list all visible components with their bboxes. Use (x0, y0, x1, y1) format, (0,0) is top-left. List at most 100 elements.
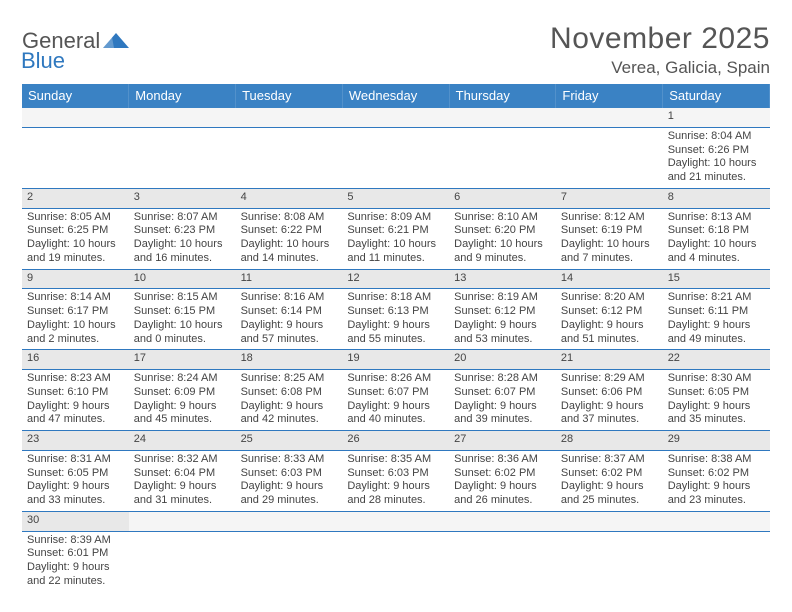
sunrise-line: Sunrise: 8:14 AM (27, 291, 125, 305)
day-info-cell (129, 531, 236, 592)
day-info-cell: Sunrise: 8:30 AMSunset: 6:05 PMDaylight:… (663, 370, 770, 431)
sunrise-line: Sunrise: 8:09 AM (347, 211, 445, 225)
sunrise-line: Sunrise: 8:18 AM (347, 291, 445, 305)
day-number-cell: 5 (342, 188, 449, 208)
sunset-line: Sunset: 6:19 PM (561, 224, 659, 238)
logo-text-blue-wrap: Blue (22, 48, 65, 74)
day-number-cell (556, 108, 663, 127)
day-info-cell: Sunrise: 8:36 AMSunset: 6:02 PMDaylight:… (449, 450, 556, 511)
day-info-cell (236, 531, 343, 592)
day-info-cell (342, 127, 449, 188)
daylight-line: Daylight: 9 hours and 23 minutes. (668, 480, 766, 508)
day-info-cell: Sunrise: 8:25 AMSunset: 6:08 PMDaylight:… (236, 370, 343, 431)
daylight-line: Daylight: 10 hours and 7 minutes. (561, 238, 659, 266)
sunset-line: Sunset: 6:03 PM (347, 467, 445, 481)
sunset-line: Sunset: 6:05 PM (27, 467, 125, 481)
day-number-cell: 8 (663, 188, 770, 208)
day-info-cell: Sunrise: 8:33 AMSunset: 6:03 PMDaylight:… (236, 450, 343, 511)
day-info-cell: Sunrise: 8:37 AMSunset: 6:02 PMDaylight:… (556, 450, 663, 511)
day-number-cell (236, 108, 343, 127)
location: Verea, Galicia, Spain (550, 58, 770, 78)
sunrise-line: Sunrise: 8:07 AM (134, 211, 232, 225)
day-info-cell (129, 127, 236, 188)
day-number-cell: 3 (129, 188, 236, 208)
day-number-cell (342, 108, 449, 127)
daylight-line: Daylight: 9 hours and 53 minutes. (454, 319, 552, 347)
day-info-cell: Sunrise: 8:23 AMSunset: 6:10 PMDaylight:… (22, 370, 129, 431)
sunrise-line: Sunrise: 8:24 AM (134, 372, 232, 386)
day-info-cell (236, 127, 343, 188)
sunrise-line: Sunrise: 8:12 AM (561, 211, 659, 225)
day-number-cell: 16 (22, 350, 129, 370)
day-number-cell: 11 (236, 269, 343, 289)
day-info-cell (22, 127, 129, 188)
daylight-line: Daylight: 10 hours and 14 minutes. (241, 238, 339, 266)
day-info-cell: Sunrise: 8:16 AMSunset: 6:14 PMDaylight:… (236, 289, 343, 350)
sunset-line: Sunset: 6:26 PM (668, 144, 766, 158)
day-number-cell: 21 (556, 350, 663, 370)
day-number-cell: 1 (663, 108, 770, 127)
day-info-cell (556, 531, 663, 592)
day-info-cell (449, 531, 556, 592)
day-info-cell: Sunrise: 8:10 AMSunset: 6:20 PMDaylight:… (449, 208, 556, 269)
week-info-row: Sunrise: 8:31 AMSunset: 6:05 PMDaylight:… (22, 450, 770, 511)
day-number-cell: 2 (22, 188, 129, 208)
daylight-line: Daylight: 9 hours and 33 minutes. (27, 480, 125, 508)
sunset-line: Sunset: 6:02 PM (561, 467, 659, 481)
day-info-cell: Sunrise: 8:04 AMSunset: 6:26 PMDaylight:… (663, 127, 770, 188)
sunset-line: Sunset: 6:01 PM (27, 547, 125, 561)
day-info-cell: Sunrise: 8:08 AMSunset: 6:22 PMDaylight:… (236, 208, 343, 269)
sunset-line: Sunset: 6:06 PM (561, 386, 659, 400)
sunset-line: Sunset: 6:20 PM (454, 224, 552, 238)
sunrise-line: Sunrise: 8:39 AM (27, 534, 125, 548)
day-number-cell (556, 511, 663, 531)
daylight-line: Daylight: 10 hours and 16 minutes. (134, 238, 232, 266)
sunrise-line: Sunrise: 8:21 AM (668, 291, 766, 305)
day-info-cell: Sunrise: 8:29 AMSunset: 6:06 PMDaylight:… (556, 370, 663, 431)
daylight-line: Daylight: 9 hours and 49 minutes. (668, 319, 766, 347)
daylight-line: Daylight: 9 hours and 39 minutes. (454, 400, 552, 428)
weekday-sat: Saturday (663, 84, 770, 108)
sunset-line: Sunset: 6:03 PM (241, 467, 339, 481)
sunset-line: Sunset: 6:10 PM (27, 386, 125, 400)
day-info-cell: Sunrise: 8:38 AMSunset: 6:02 PMDaylight:… (663, 450, 770, 511)
weekday-header-row: Sunday Monday Tuesday Wednesday Thursday… (22, 84, 770, 108)
daylight-line: Daylight: 9 hours and 57 minutes. (241, 319, 339, 347)
daylight-line: Daylight: 9 hours and 51 minutes. (561, 319, 659, 347)
sunset-line: Sunset: 6:23 PM (134, 224, 232, 238)
day-number-cell (449, 108, 556, 127)
daylight-line: Daylight: 9 hours and 29 minutes. (241, 480, 339, 508)
sunrise-line: Sunrise: 8:35 AM (347, 453, 445, 467)
calendar-table: Sunday Monday Tuesday Wednesday Thursday… (22, 84, 770, 592)
sunset-line: Sunset: 6:18 PM (668, 224, 766, 238)
day-number-cell: 18 (236, 350, 343, 370)
daylight-line: Daylight: 9 hours and 28 minutes. (347, 480, 445, 508)
daylight-line: Daylight: 9 hours and 31 minutes. (134, 480, 232, 508)
week-daynum-row: 9101112131415 (22, 269, 770, 289)
daylight-line: Daylight: 10 hours and 2 minutes. (27, 319, 125, 347)
sunrise-line: Sunrise: 8:29 AM (561, 372, 659, 386)
day-info-cell: Sunrise: 8:24 AMSunset: 6:09 PMDaylight:… (129, 370, 236, 431)
sunset-line: Sunset: 6:09 PM (134, 386, 232, 400)
daylight-line: Daylight: 9 hours and 42 minutes. (241, 400, 339, 428)
day-number-cell: 23 (22, 431, 129, 451)
day-info-cell: Sunrise: 8:20 AMSunset: 6:12 PMDaylight:… (556, 289, 663, 350)
week-daynum-row: 30 (22, 511, 770, 531)
sunset-line: Sunset: 6:15 PM (134, 305, 232, 319)
sunrise-line: Sunrise: 8:04 AM (668, 130, 766, 144)
sunset-line: Sunset: 6:21 PM (347, 224, 445, 238)
day-info-cell: Sunrise: 8:18 AMSunset: 6:13 PMDaylight:… (342, 289, 449, 350)
daylight-line: Daylight: 9 hours and 22 minutes. (27, 561, 125, 589)
sunrise-line: Sunrise: 8:13 AM (668, 211, 766, 225)
sunset-line: Sunset: 6:22 PM (241, 224, 339, 238)
week-info-row: Sunrise: 8:14 AMSunset: 6:17 PMDaylight:… (22, 289, 770, 350)
daylight-line: Daylight: 10 hours and 4 minutes. (668, 238, 766, 266)
week-info-row: Sunrise: 8:23 AMSunset: 6:10 PMDaylight:… (22, 370, 770, 431)
week-daynum-row: 2345678 (22, 188, 770, 208)
sunrise-line: Sunrise: 8:31 AM (27, 453, 125, 467)
day-number-cell: 14 (556, 269, 663, 289)
sunrise-line: Sunrise: 8:15 AM (134, 291, 232, 305)
daylight-line: Daylight: 10 hours and 0 minutes. (134, 319, 232, 347)
sunset-line: Sunset: 6:02 PM (454, 467, 552, 481)
day-info-cell: Sunrise: 8:13 AMSunset: 6:18 PMDaylight:… (663, 208, 770, 269)
